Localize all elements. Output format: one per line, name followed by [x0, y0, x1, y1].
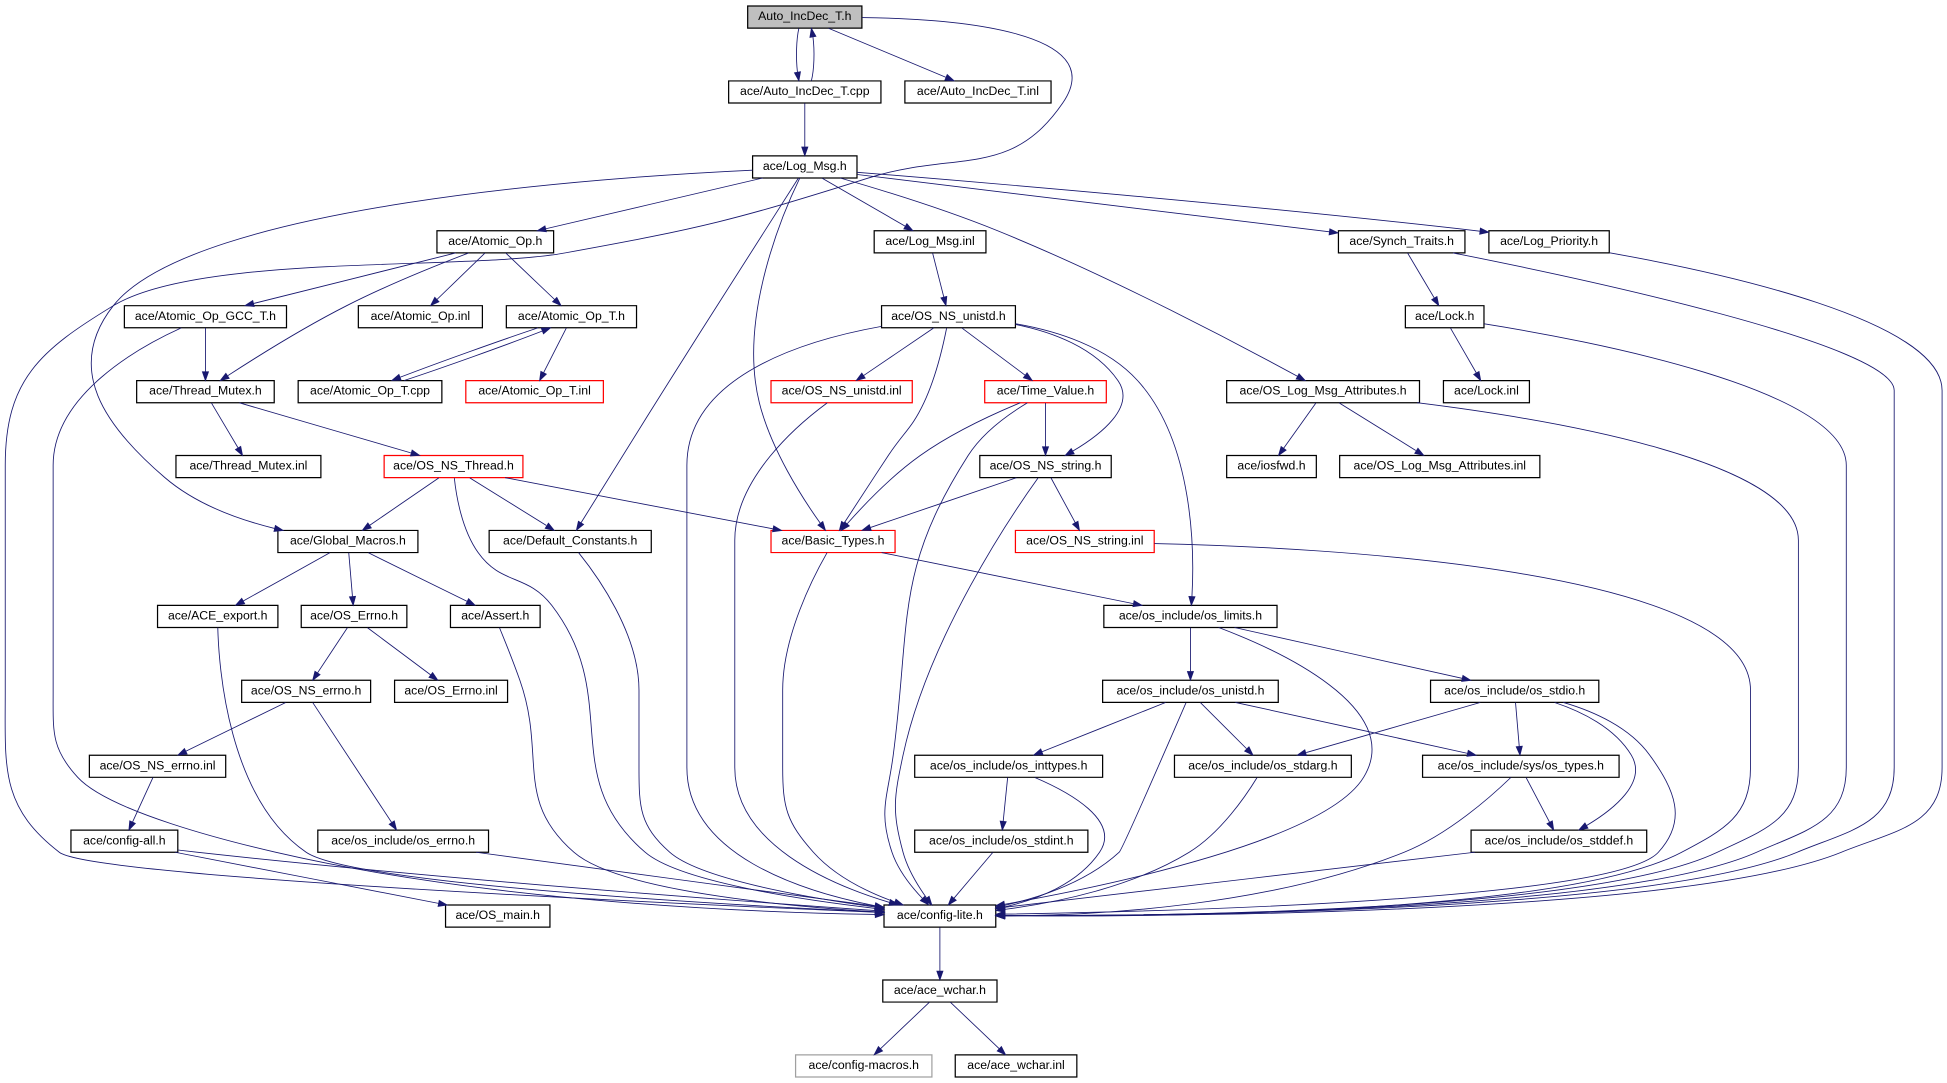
- svg-text:ace/OS_NS_string.inl: ace/OS_NS_string.inl: [1026, 534, 1143, 548]
- svg-text:ace/Log_Priority.h: ace/Log_Priority.h: [1500, 234, 1598, 248]
- svg-text:ace/OS_Errno.inl: ace/OS_Errno.inl: [404, 683, 497, 697]
- svg-text:ace/os_include/sys/os_types.h: ace/os_include/sys/os_types.h: [1438, 758, 1605, 772]
- svg-text:ace/os_include/os_stddef.h: ace/os_include/os_stddef.h: [1485, 833, 1634, 847]
- svg-text:ace/ACE_export.h: ace/ACE_export.h: [168, 608, 268, 622]
- svg-text:ace/OS_NS_unistd.h: ace/OS_NS_unistd.h: [891, 309, 1006, 323]
- svg-text:ace/Log_Msg.h: ace/Log_Msg.h: [763, 159, 847, 173]
- svg-text:ace/os_include/os_stdarg.h: ace/os_include/os_stdarg.h: [1188, 758, 1338, 772]
- svg-text:ace/os_include/os_errno.h: ace/os_include/os_errno.h: [331, 833, 475, 847]
- svg-text:ace/OS_NS_string.h: ace/OS_NS_string.h: [990, 459, 1102, 473]
- svg-text:ace/os_include/os_limits.h: ace/os_include/os_limits.h: [1119, 608, 1262, 622]
- svg-text:ace/ace_wchar.inl: ace/ace_wchar.inl: [967, 1058, 1065, 1072]
- svg-text:ace/os_include/os_stdio.h: ace/os_include/os_stdio.h: [1444, 683, 1585, 697]
- svg-text:ace/os_include/os_stdint.h: ace/os_include/os_stdint.h: [929, 833, 1074, 847]
- svg-text:ace/OS_NS_errno.inl: ace/OS_NS_errno.inl: [100, 758, 216, 772]
- svg-text:ace/config-all.h: ace/config-all.h: [83, 833, 166, 847]
- svg-text:ace/Atomic_Op_T.inl: ace/Atomic_Op_T.inl: [478, 384, 591, 398]
- svg-text:ace/Atomic_Op_T.cpp: ace/Atomic_Op_T.cpp: [310, 384, 430, 398]
- svg-text:ace/OS_NS_Thread.h: ace/OS_NS_Thread.h: [393, 459, 514, 473]
- svg-text:ace/ace_wchar.h: ace/ace_wchar.h: [894, 983, 986, 997]
- svg-text:ace/Global_Macros.h: ace/Global_Macros.h: [290, 534, 406, 548]
- svg-text:ace/config-macros.h: ace/config-macros.h: [809, 1058, 920, 1072]
- svg-text:ace/iosfwd.h: ace/iosfwd.h: [1237, 459, 1305, 473]
- svg-text:ace/Atomic_Op.h: ace/Atomic_Op.h: [448, 234, 542, 248]
- svg-text:ace/Thread_Mutex.inl: ace/Thread_Mutex.inl: [189, 459, 307, 473]
- svg-text:ace/Log_Msg.inl: ace/Log_Msg.inl: [885, 234, 974, 248]
- svg-text:ace/config-lite.h: ace/config-lite.h: [897, 908, 983, 922]
- svg-text:ace/os_include/os_unistd.h: ace/os_include/os_unistd.h: [1116, 683, 1264, 697]
- svg-text:ace/OS_Log_Msg_Attributes.h: ace/OS_Log_Msg_Attributes.h: [1240, 384, 1407, 398]
- svg-text:ace/OS_main.h: ace/OS_main.h: [455, 908, 540, 922]
- svg-text:ace/Default_Constants.h: ace/Default_Constants.h: [503, 534, 638, 548]
- svg-text:ace/Auto_IncDec_T.cpp: ace/Auto_IncDec_T.cpp: [740, 84, 870, 98]
- svg-text:ace/Atomic_Op.inl: ace/Atomic_Op.inl: [371, 309, 471, 323]
- svg-text:ace/Lock.inl: ace/Lock.inl: [1454, 384, 1519, 398]
- svg-text:ace/Atomic_Op_GCC_T.h: ace/Atomic_Op_GCC_T.h: [135, 309, 276, 323]
- svg-text:ace/Auto_IncDec_T.inl: ace/Auto_IncDec_T.inl: [917, 84, 1039, 98]
- svg-text:ace/Basic_Types.h: ace/Basic_Types.h: [782, 534, 885, 548]
- svg-text:Auto_IncDec_T.h: Auto_IncDec_T.h: [758, 9, 852, 23]
- svg-text:ace/OS_Log_Msg_Attributes.inl: ace/OS_Log_Msg_Attributes.inl: [1354, 459, 1527, 473]
- svg-text:ace/Time_Value.h: ace/Time_Value.h: [997, 384, 1095, 398]
- svg-text:ace/OS_Errno.h: ace/OS_Errno.h: [310, 608, 398, 622]
- svg-text:ace/Lock.h: ace/Lock.h: [1415, 309, 1475, 323]
- svg-text:ace/Atomic_Op_T.h: ace/Atomic_Op_T.h: [518, 309, 625, 323]
- svg-text:ace/OS_NS_errno.h: ace/OS_NS_errno.h: [251, 683, 362, 697]
- svg-text:ace/Synch_Traits.h: ace/Synch_Traits.h: [1349, 234, 1454, 248]
- svg-text:ace/os_include/os_inttypes.h: ace/os_include/os_inttypes.h: [930, 758, 1088, 772]
- svg-text:ace/Assert.h: ace/Assert.h: [461, 608, 529, 622]
- svg-text:ace/OS_NS_unistd.inl: ace/OS_NS_unistd.inl: [782, 384, 902, 398]
- svg-text:ace/Thread_Mutex.h: ace/Thread_Mutex.h: [149, 384, 262, 398]
